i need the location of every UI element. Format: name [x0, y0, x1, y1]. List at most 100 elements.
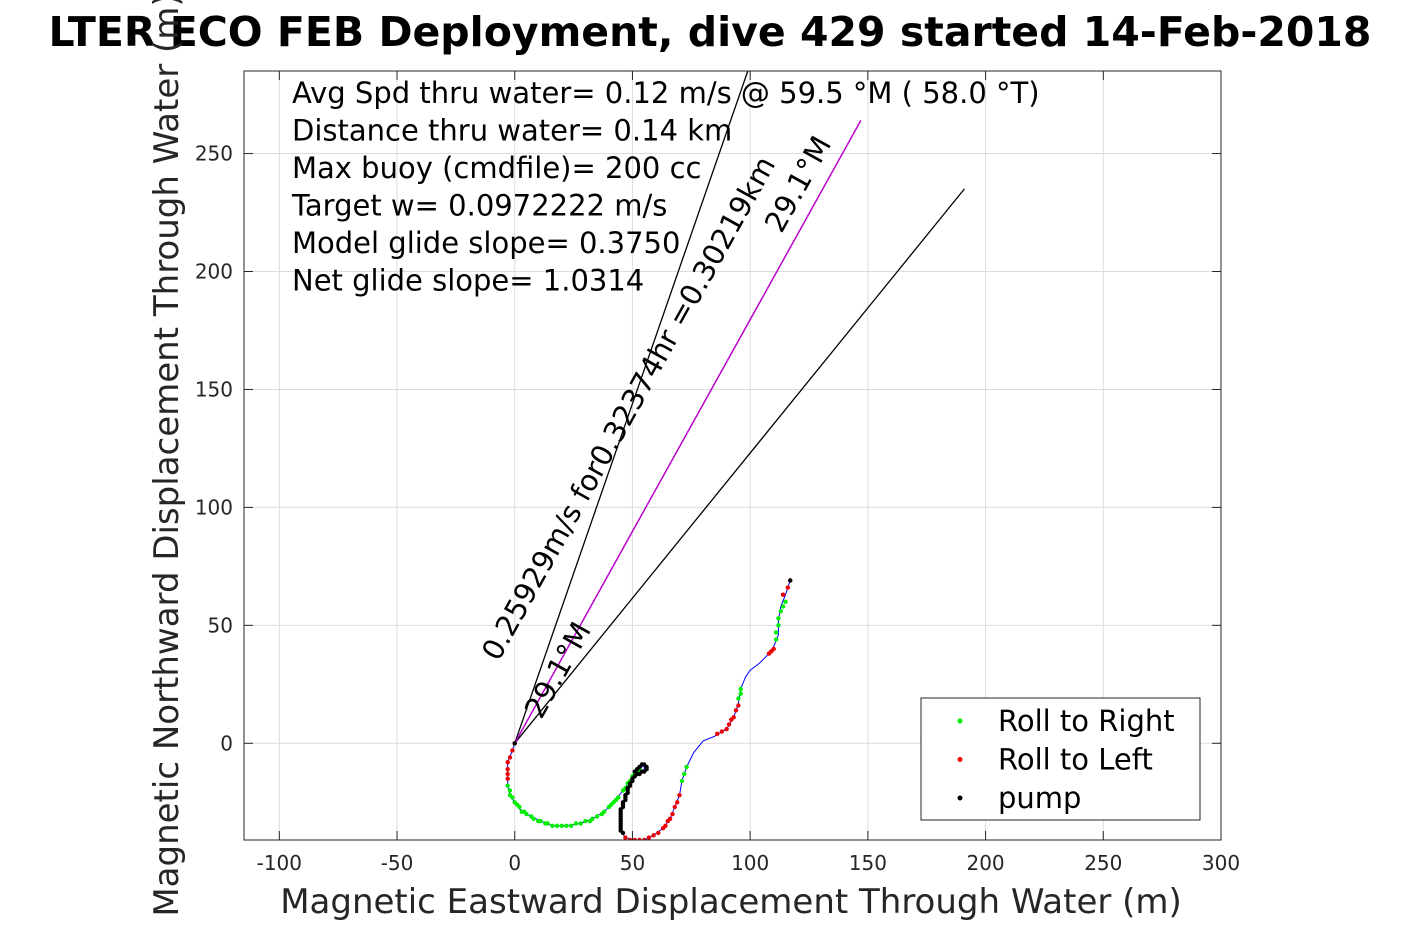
legend-label-roll-to-left: Roll to Left: [998, 743, 1153, 777]
reference-lines: [514, 71, 965, 744]
roll-to-right-point: [545, 821, 550, 826]
roll-to-left-point: [733, 708, 739, 713]
x-axis-label: Magnetic Eastward Displacement Through W…: [280, 882, 1182, 922]
annotation-line: Model glide slope= 0.3750: [292, 226, 680, 260]
annotation-line: Net glide slope= 1.0314: [292, 264, 644, 298]
roll-to-left-point: [505, 776, 510, 781]
roll-to-left-point: [646, 835, 652, 840]
roll-to-left-point: [780, 592, 786, 597]
markers: [505, 578, 793, 840]
roll-to-left-point: [677, 793, 682, 798]
annotation-line: Target w= 0.0972222 m/s: [291, 189, 667, 223]
x-tick-label: 50: [620, 851, 645, 875]
x-tick-label: 300: [1202, 851, 1240, 875]
legend: Roll to Right Roll to Left pump: [920, 697, 1201, 821]
roll-to-right-point: [738, 686, 743, 692]
x-tick-label: 200: [966, 851, 1004, 875]
roll-to-left-point: [510, 748, 515, 753]
pump-point: [632, 769, 637, 774]
roll-to-right-point: [778, 609, 783, 614]
roll-to-left-point: [651, 833, 656, 838]
roll-to-right-point: [559, 823, 564, 828]
pump-point: [620, 804, 626, 810]
roll-to-right-point: [524, 811, 529, 817]
roll-to-right-point: [773, 630, 779, 635]
roll-to-right-point: [682, 771, 687, 777]
annotation-line: Max buoy (cmdfile)= 200 cc: [292, 151, 701, 185]
roll-to-right-point: [569, 823, 574, 828]
plot-content: [505, 71, 965, 840]
roll-to-left-point: [627, 837, 633, 840]
roll-to-right-point: [776, 616, 781, 621]
roll-to-right-point: [594, 814, 600, 819]
roll-to-left-point: [724, 726, 729, 732]
legend-label-pump: pump: [998, 781, 1081, 815]
reference-line-1: [514, 188, 965, 744]
roll-to-right-point: [679, 778, 685, 784]
roll-to-right-point: [684, 764, 689, 770]
legend-marker-roll-to-left: [957, 757, 963, 762]
pump-point: [625, 790, 630, 795]
roll-to-left-point: [731, 715, 736, 720]
pump-point: [627, 783, 633, 788]
roll-to-right-point: [773, 637, 779, 642]
x-tick-label: -50: [381, 851, 414, 875]
y-tick-label: 50: [208, 613, 233, 637]
roll-to-left-point: [642, 837, 647, 840]
roll-to-left-point: [736, 703, 741, 708]
y-tick-label: 0: [220, 731, 233, 755]
y-axis-label: Magnetic Northward Displacement Through …: [147, 0, 187, 917]
legend-label-roll-to-right: Roll to Right: [998, 704, 1175, 738]
roll-to-left-point: [726, 722, 732, 727]
annotation-line: Avg Spd thru water= 0.12 m/s @ 59.5 °M (…: [292, 76, 1040, 110]
pump-point: [618, 818, 623, 824]
roll-to-left-point: [505, 760, 510, 765]
x-tick-label: 0: [508, 851, 521, 875]
roll-to-right-point: [517, 804, 522, 810]
roll-to-left-point: [672, 804, 677, 810]
y-tick-label: 250: [195, 142, 233, 166]
x-tick-label: 100: [731, 851, 769, 875]
roll-to-right-point: [776, 623, 781, 628]
roll-to-right-point: [578, 821, 583, 826]
roll-to-left-point: [656, 830, 661, 836]
roll-to-right-point: [564, 823, 569, 828]
pump-point: [512, 741, 517, 746]
roll-to-left-point: [715, 731, 720, 736]
roll-to-right-point: [783, 599, 788, 604]
roll-to-right-point: [538, 818, 543, 824]
roll-to-right-point: [531, 816, 536, 821]
y-tick-label: 100: [195, 495, 233, 519]
roll-to-right-point: [616, 795, 621, 800]
roll-to-right-point: [505, 783, 510, 788]
roll-to-right-point: [602, 809, 607, 814]
roll-to-right-point: [554, 823, 560, 828]
pump-point: [788, 578, 793, 583]
legend-marker-pump: [957, 795, 963, 801]
chart-title: LTER ECO FEB Deployment, dive 429 starte…: [49, 8, 1372, 56]
roll-to-right-point: [736, 696, 741, 701]
roll-to-right-point: [583, 818, 588, 824]
pump-point: [620, 830, 626, 836]
roll-to-left-point: [675, 800, 680, 805]
roll-to-right-point: [738, 691, 743, 696]
roll-to-right-point: [573, 821, 579, 826]
roll-to-right-point: [550, 823, 555, 828]
plot-frame: [243, 70, 1222, 841]
y-tick-label: 200: [195, 260, 233, 284]
annotation-line: Distance thru water= 0.14 km: [292, 114, 732, 148]
reference-line-3: [514, 120, 862, 744]
roll-to-left-point: [785, 585, 790, 590]
roll-to-left-point: [719, 729, 725, 734]
roll-to-left-point: [663, 823, 668, 828]
roll-to-right-point: [780, 604, 786, 609]
roll-to-right-point: [590, 816, 595, 821]
x-tick-label: 150: [849, 851, 887, 875]
roll-to-right-point: [507, 788, 513, 793]
legend-marker-roll-to-right: [957, 718, 963, 724]
legend-box: [920, 697, 1201, 821]
y-tick-label: 150: [195, 377, 233, 401]
pump-point: [618, 826, 623, 831]
roll-to-left-point: [766, 651, 772, 656]
